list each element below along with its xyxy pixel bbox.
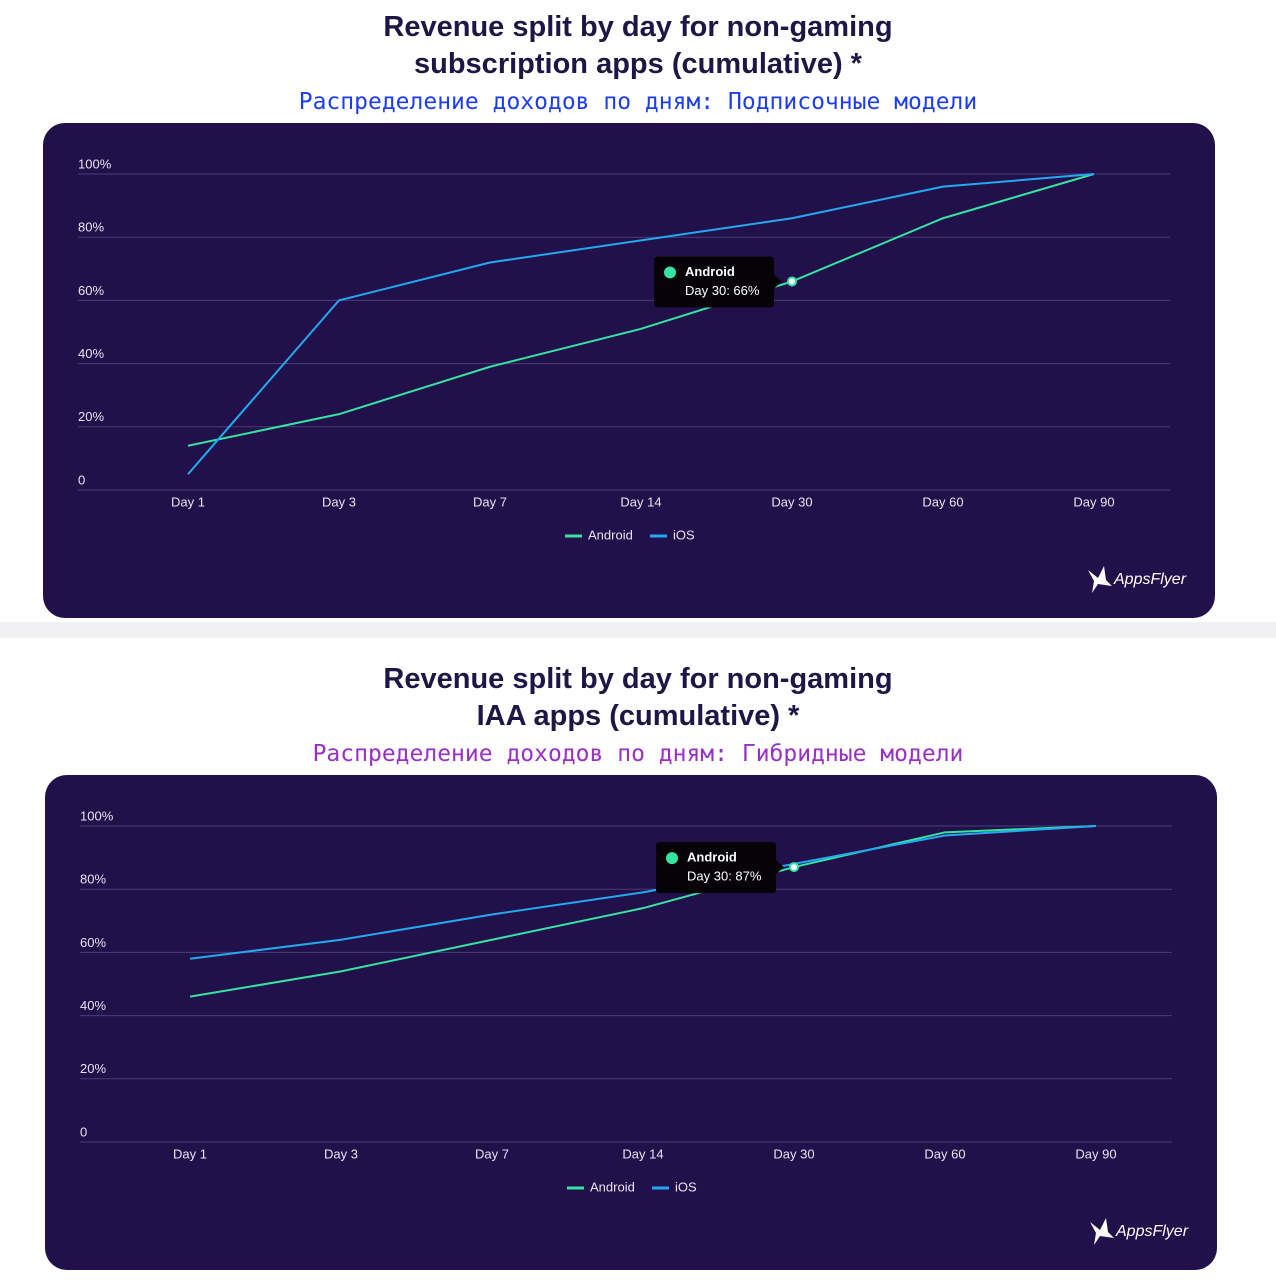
y-tick-label: 60% (78, 283, 104, 298)
chart-subtitle: Распределение доходов по дням: Подписочн… (298, 89, 978, 115)
chart-panel (43, 123, 1215, 618)
tooltip-box (654, 256, 774, 308)
tooltip-series: Android (685, 264, 735, 279)
logo-text: AppsFlyer (1113, 571, 1187, 588)
y-tick-label: 100% (80, 808, 114, 823)
legend-label: iOS (675, 1179, 697, 1194)
tooltip-arrow (776, 860, 784, 875)
legend-label: Android (590, 1179, 635, 1194)
highlight-point (787, 276, 797, 287)
y-tick-label: 80% (78, 220, 104, 235)
logo-icon (1090, 1218, 1114, 1245)
data-line (187, 173, 1095, 447)
data-line (189, 825, 1097, 998)
y-tick-label: 40% (80, 998, 106, 1013)
x-tick-label: Day 7 (473, 494, 507, 509)
tooltip-text: Day 30: 66% (685, 283, 760, 298)
logo-icon (1088, 566, 1112, 593)
y-tick-label: 40% (78, 346, 104, 361)
y-tick-label: 20% (78, 409, 104, 424)
legend-label: Android (588, 527, 633, 542)
tooltip-box (656, 842, 776, 894)
x-tick-label: Day 90 (1073, 494, 1114, 509)
y-tick-label: 100% (78, 156, 112, 171)
x-tick-label: Day 14 (622, 1146, 663, 1161)
x-tick-label: Day 30 (773, 1146, 814, 1161)
chart-panel (45, 775, 1217, 1270)
x-tick-label: Day 60 (922, 494, 963, 509)
x-tick-label: Day 14 (620, 494, 661, 509)
chart-title: Revenue split by day for non-gaming subs… (383, 11, 893, 80)
tooltip-dot (666, 852, 678, 865)
x-tick-label: Day 7 (475, 1146, 509, 1161)
y-tick-label: 0 (80, 1124, 87, 1139)
tooltip-series: Android (687, 850, 737, 865)
x-tick-label: Day 3 (322, 494, 356, 509)
y-tick-label: 60% (80, 935, 106, 950)
highlight-point (789, 862, 799, 873)
tooltip-arrow (774, 274, 782, 289)
legend-label: iOS (673, 527, 695, 542)
y-tick-label: 80% (80, 872, 106, 887)
chart-title: Revenue split by day for non-gaming IAA … (383, 663, 893, 732)
x-tick-label: Day 30 (771, 494, 812, 509)
logo-text: AppsFlyer (1115, 1223, 1189, 1240)
x-tick-label: Day 3 (324, 1146, 358, 1161)
y-tick-label: 20% (80, 1061, 106, 1076)
tooltip-text: Day 30: 87% (687, 869, 762, 884)
data-line (187, 173, 1095, 475)
chart-subtitle: Распределение доходов по дням: Гибридные… (312, 741, 964, 767)
separator (0, 622, 1276, 638)
x-tick-label: Day 90 (1075, 1146, 1116, 1161)
y-tick-label: 0 (78, 472, 85, 487)
data-line (189, 825, 1097, 960)
x-tick-label: Day 1 (173, 1146, 207, 1161)
tooltip-dot (664, 266, 676, 279)
x-tick-label: Day 1 (171, 494, 205, 509)
x-tick-label: Day 60 (924, 1146, 965, 1161)
